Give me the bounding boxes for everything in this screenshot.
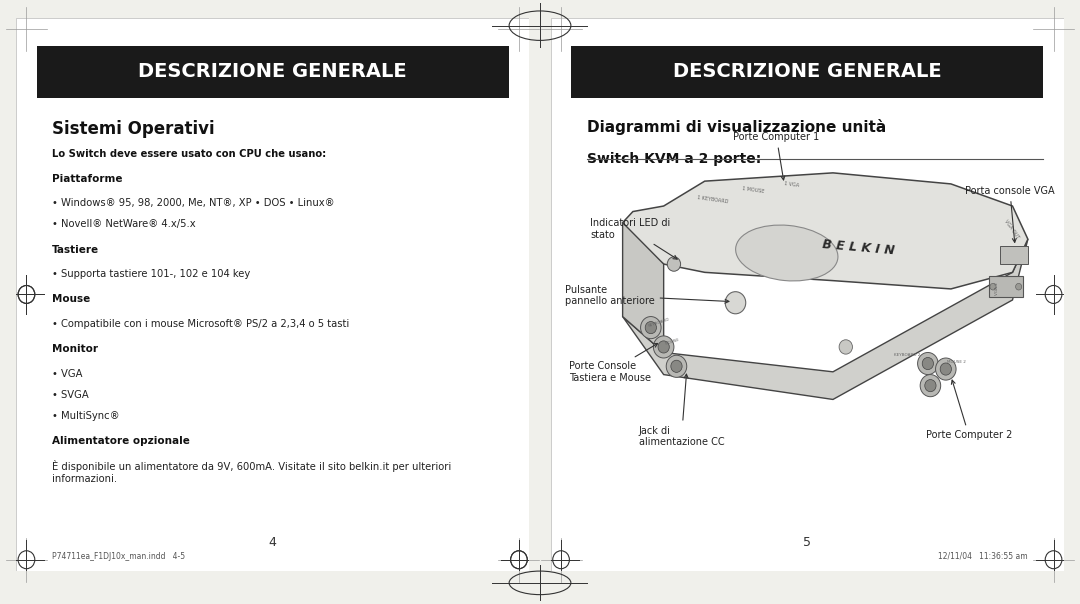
Polygon shape xyxy=(622,223,663,353)
Circle shape xyxy=(922,358,933,370)
Circle shape xyxy=(839,340,852,354)
Text: Porta console VGA: Porta console VGA xyxy=(966,186,1055,242)
Text: Porte Computer 1: Porte Computer 1 xyxy=(733,132,820,180)
Text: Piattaforme: Piattaforme xyxy=(52,174,123,184)
Text: 1 KEYBOARD: 1 KEYBOARD xyxy=(697,194,728,204)
Polygon shape xyxy=(622,173,1028,289)
Text: Alimentatore opzionale: Alimentatore opzionale xyxy=(52,436,190,446)
Bar xyxy=(1000,246,1028,264)
Text: Porte Computer 2: Porte Computer 2 xyxy=(926,380,1012,440)
Text: DESCRIZIONE GENERALE: DESCRIZIONE GENERALE xyxy=(673,62,942,81)
Text: 1 MOUSE: 1 MOUSE xyxy=(742,187,765,194)
Circle shape xyxy=(726,292,745,314)
Text: 5: 5 xyxy=(804,536,811,548)
Text: MOUSE: MOUSE xyxy=(664,337,680,345)
Circle shape xyxy=(658,341,670,353)
Circle shape xyxy=(671,360,683,373)
Text: VGA OUT: VGA OUT xyxy=(1003,219,1020,240)
Text: Pulsante
pannello anteriore: Pulsante pannello anteriore xyxy=(565,284,729,306)
Text: B E L K I N: B E L K I N xyxy=(822,238,895,257)
Text: • Novell® NetWare® 4.x/5.x: • Novell® NetWare® 4.x/5.x xyxy=(52,219,195,230)
Text: • VGA: • VGA xyxy=(52,368,82,379)
Text: KEYBOARD: KEYBOARD xyxy=(647,316,670,327)
Circle shape xyxy=(1015,283,1022,290)
Text: Indicatori LED di
stato: Indicatori LED di stato xyxy=(590,219,677,259)
Text: DESCRIZIONE GENERALE: DESCRIZIONE GENERALE xyxy=(138,62,407,81)
Text: Diagrammi di visualizzazione unità: Diagrammi di visualizzazione unità xyxy=(586,119,886,135)
Bar xyxy=(571,46,1043,98)
Polygon shape xyxy=(622,239,1028,399)
Text: Lo Switch deve essere usato con CPU che usano:: Lo Switch deve essere usato con CPU che … xyxy=(52,149,326,159)
Text: MOUSE 2: MOUSE 2 xyxy=(947,360,966,364)
Text: È disponibile un alimentatore da 9V, 600mA. Visitate il sito belkin.it per ulter: È disponibile un alimentatore da 9V, 600… xyxy=(52,460,451,484)
Text: KEYBOARD 2: KEYBOARD 2 xyxy=(894,353,920,357)
Circle shape xyxy=(918,353,939,374)
Text: Tastiere: Tastiere xyxy=(52,245,99,255)
Text: Sistemi Operativi: Sistemi Operativi xyxy=(52,120,215,138)
Circle shape xyxy=(935,358,956,380)
Circle shape xyxy=(640,316,661,339)
Text: Porte Console
Tastiera e Mouse: Porte Console Tastiera e Mouse xyxy=(569,344,658,382)
Circle shape xyxy=(653,336,674,358)
Circle shape xyxy=(924,379,936,392)
Text: Mouse: Mouse xyxy=(52,295,91,304)
Circle shape xyxy=(920,374,941,397)
Text: 12/11/04   11:36:55 am: 12/11/04 11:36:55 am xyxy=(939,552,1028,561)
Text: • Windows® 95, 98, 2000, Me, NT®, XP • DOS • Linux®: • Windows® 95, 98, 2000, Me, NT®, XP • D… xyxy=(52,198,335,208)
Text: Switch KVM a 2 porte:: Switch KVM a 2 porte: xyxy=(586,152,761,166)
Text: P74711ea_F1DJ10x_man.indd   4-5: P74711ea_F1DJ10x_man.indd 4-5 xyxy=(52,552,186,561)
Text: Jack di
alimentazione CC: Jack di alimentazione CC xyxy=(638,374,725,448)
Circle shape xyxy=(645,321,657,333)
Circle shape xyxy=(941,363,951,375)
Text: 1 VGA: 1 VGA xyxy=(784,181,800,188)
Text: Monitor: Monitor xyxy=(52,344,98,354)
Text: • MultiSync®: • MultiSync® xyxy=(52,411,120,420)
Text: • SVGA: • SVGA xyxy=(52,390,89,399)
Text: • Supporta tastiere 101-, 102 e 104 key: • Supporta tastiere 101-, 102 e 104 key xyxy=(52,269,251,279)
Bar xyxy=(37,46,509,98)
Bar xyxy=(989,276,1023,297)
Text: 4: 4 xyxy=(269,536,276,548)
Ellipse shape xyxy=(735,225,838,281)
Text: • Compatibile con i mouse Microsoft® PS/2 a 2,3,4 o 5 tasti: • Compatibile con i mouse Microsoft® PS/… xyxy=(52,319,349,329)
Circle shape xyxy=(666,355,687,378)
Text: VGA 2: VGA 2 xyxy=(995,283,999,295)
Circle shape xyxy=(990,283,996,290)
Circle shape xyxy=(667,257,680,271)
